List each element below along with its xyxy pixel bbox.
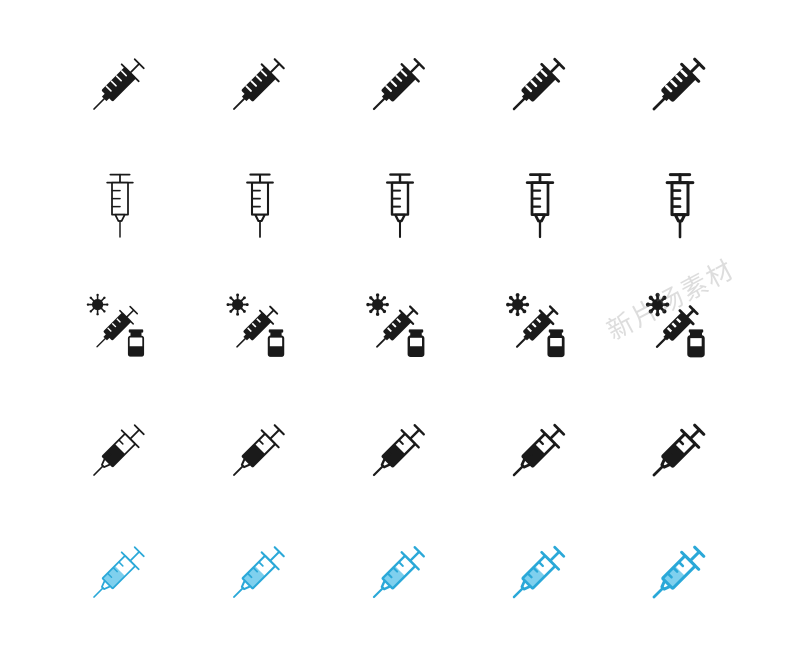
syringe-diagonal-outline-icon xyxy=(215,526,305,616)
syringe-diagonal-outline-icon xyxy=(495,526,585,616)
syringe-vertical-outline-icon xyxy=(635,160,725,250)
syringe-diagonal-outline-icon xyxy=(75,526,165,616)
syringe-diagonal-outline-icon xyxy=(355,526,445,616)
syringe-diagonal-outline-icon xyxy=(75,404,165,494)
syringe-vertical-outline-icon xyxy=(75,160,165,250)
syringe-vertical-outline-icon xyxy=(495,160,585,250)
syringe-vertical-outline-icon xyxy=(215,160,305,250)
syringe-diagonal-solid-icon xyxy=(75,38,165,128)
vaccine-virus-vial-icon xyxy=(75,282,165,372)
syringe-diagonal-solid-icon xyxy=(495,38,585,128)
syringe-diagonal-outline-icon xyxy=(355,404,445,494)
syringe-diagonal-solid-icon xyxy=(215,38,305,128)
icon-grid xyxy=(50,22,750,632)
syringe-vertical-outline-icon xyxy=(355,160,445,250)
syringe-diagonal-outline-icon xyxy=(635,404,725,494)
syringe-diagonal-solid-icon xyxy=(355,38,445,128)
vaccine-virus-vial-icon xyxy=(215,282,305,372)
vaccine-virus-vial-icon xyxy=(355,282,445,372)
syringe-diagonal-solid-icon xyxy=(635,38,725,128)
syringe-diagonal-outline-icon xyxy=(215,404,305,494)
vaccine-virus-vial-icon xyxy=(635,282,725,372)
vaccine-virus-vial-icon xyxy=(495,282,585,372)
syringe-diagonal-outline-icon xyxy=(635,526,725,616)
syringe-diagonal-outline-icon xyxy=(495,404,585,494)
